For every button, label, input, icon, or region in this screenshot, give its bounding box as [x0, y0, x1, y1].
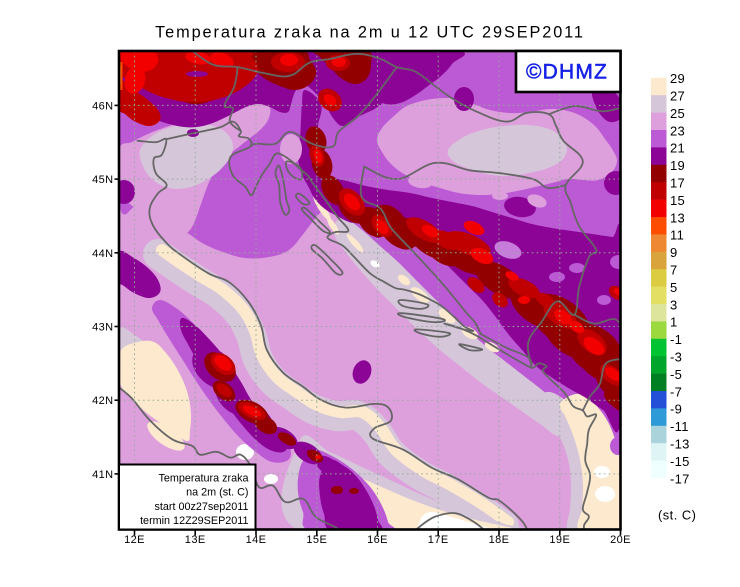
svg-text:15E: 15E [306, 534, 327, 546]
svg-text:46N: 46N [92, 100, 113, 112]
svg-text:-17: -17 [670, 471, 690, 486]
svg-text:17: 17 [670, 176, 685, 191]
svg-text:17E: 17E [428, 534, 449, 546]
svg-text:45N: 45N [92, 174, 113, 186]
svg-text:-13: -13 [670, 437, 690, 452]
svg-text:42N: 42N [92, 395, 113, 407]
svg-text:Temperatura zraka na 2m u 12 U: Temperatura zraka na 2m u 12 UTC 29SEP20… [155, 24, 585, 42]
svg-text:20E: 20E [610, 534, 631, 546]
svg-text:3: 3 [670, 297, 678, 312]
svg-text:na 2m (st. C): na 2m (st. C) [186, 487, 248, 499]
svg-text:18E: 18E [489, 534, 510, 546]
svg-text:(st. C): (st. C) [658, 508, 696, 523]
svg-text:©DHMZ: ©DHMZ [526, 61, 608, 84]
svg-text:-9: -9 [670, 402, 682, 417]
svg-text:9: 9 [670, 245, 678, 260]
svg-text:start 00z27sep2011: start 00z27sep2011 [154, 501, 248, 513]
svg-text:13E: 13E [185, 534, 206, 546]
svg-text:5: 5 [670, 280, 678, 295]
svg-text:7: 7 [670, 263, 678, 278]
svg-text:11: 11 [670, 228, 684, 243]
svg-text:12E: 12E [124, 534, 145, 546]
svg-text:-7: -7 [670, 384, 682, 399]
svg-text:19: 19 [670, 158, 685, 173]
svg-text:13: 13 [670, 210, 685, 225]
svg-text:29: 29 [670, 71, 685, 86]
svg-text:-15: -15 [670, 454, 690, 469]
svg-text:25: 25 [670, 106, 685, 121]
svg-text:-5: -5 [670, 367, 682, 382]
svg-text:termin 12Z29SEP2011: termin 12Z29SEP2011 [140, 515, 248, 527]
svg-text:-11: -11 [670, 419, 689, 434]
svg-text:41N: 41N [92, 469, 113, 481]
svg-text:1: 1 [670, 315, 678, 330]
svg-text:23: 23 [670, 123, 685, 138]
svg-text:-1: -1 [670, 332, 682, 347]
svg-text:27: 27 [670, 89, 685, 104]
svg-text:Temperatura zraka: Temperatura zraka [158, 473, 248, 485]
svg-text:15: 15 [670, 193, 685, 208]
svg-text:-3: -3 [670, 350, 682, 365]
svg-text:21: 21 [670, 141, 685, 156]
svg-text:19E: 19E [549, 534, 570, 546]
svg-text:43N: 43N [92, 322, 113, 334]
svg-text:16E: 16E [367, 534, 388, 546]
svg-text:44N: 44N [92, 248, 113, 260]
svg-text:14E: 14E [246, 534, 267, 546]
